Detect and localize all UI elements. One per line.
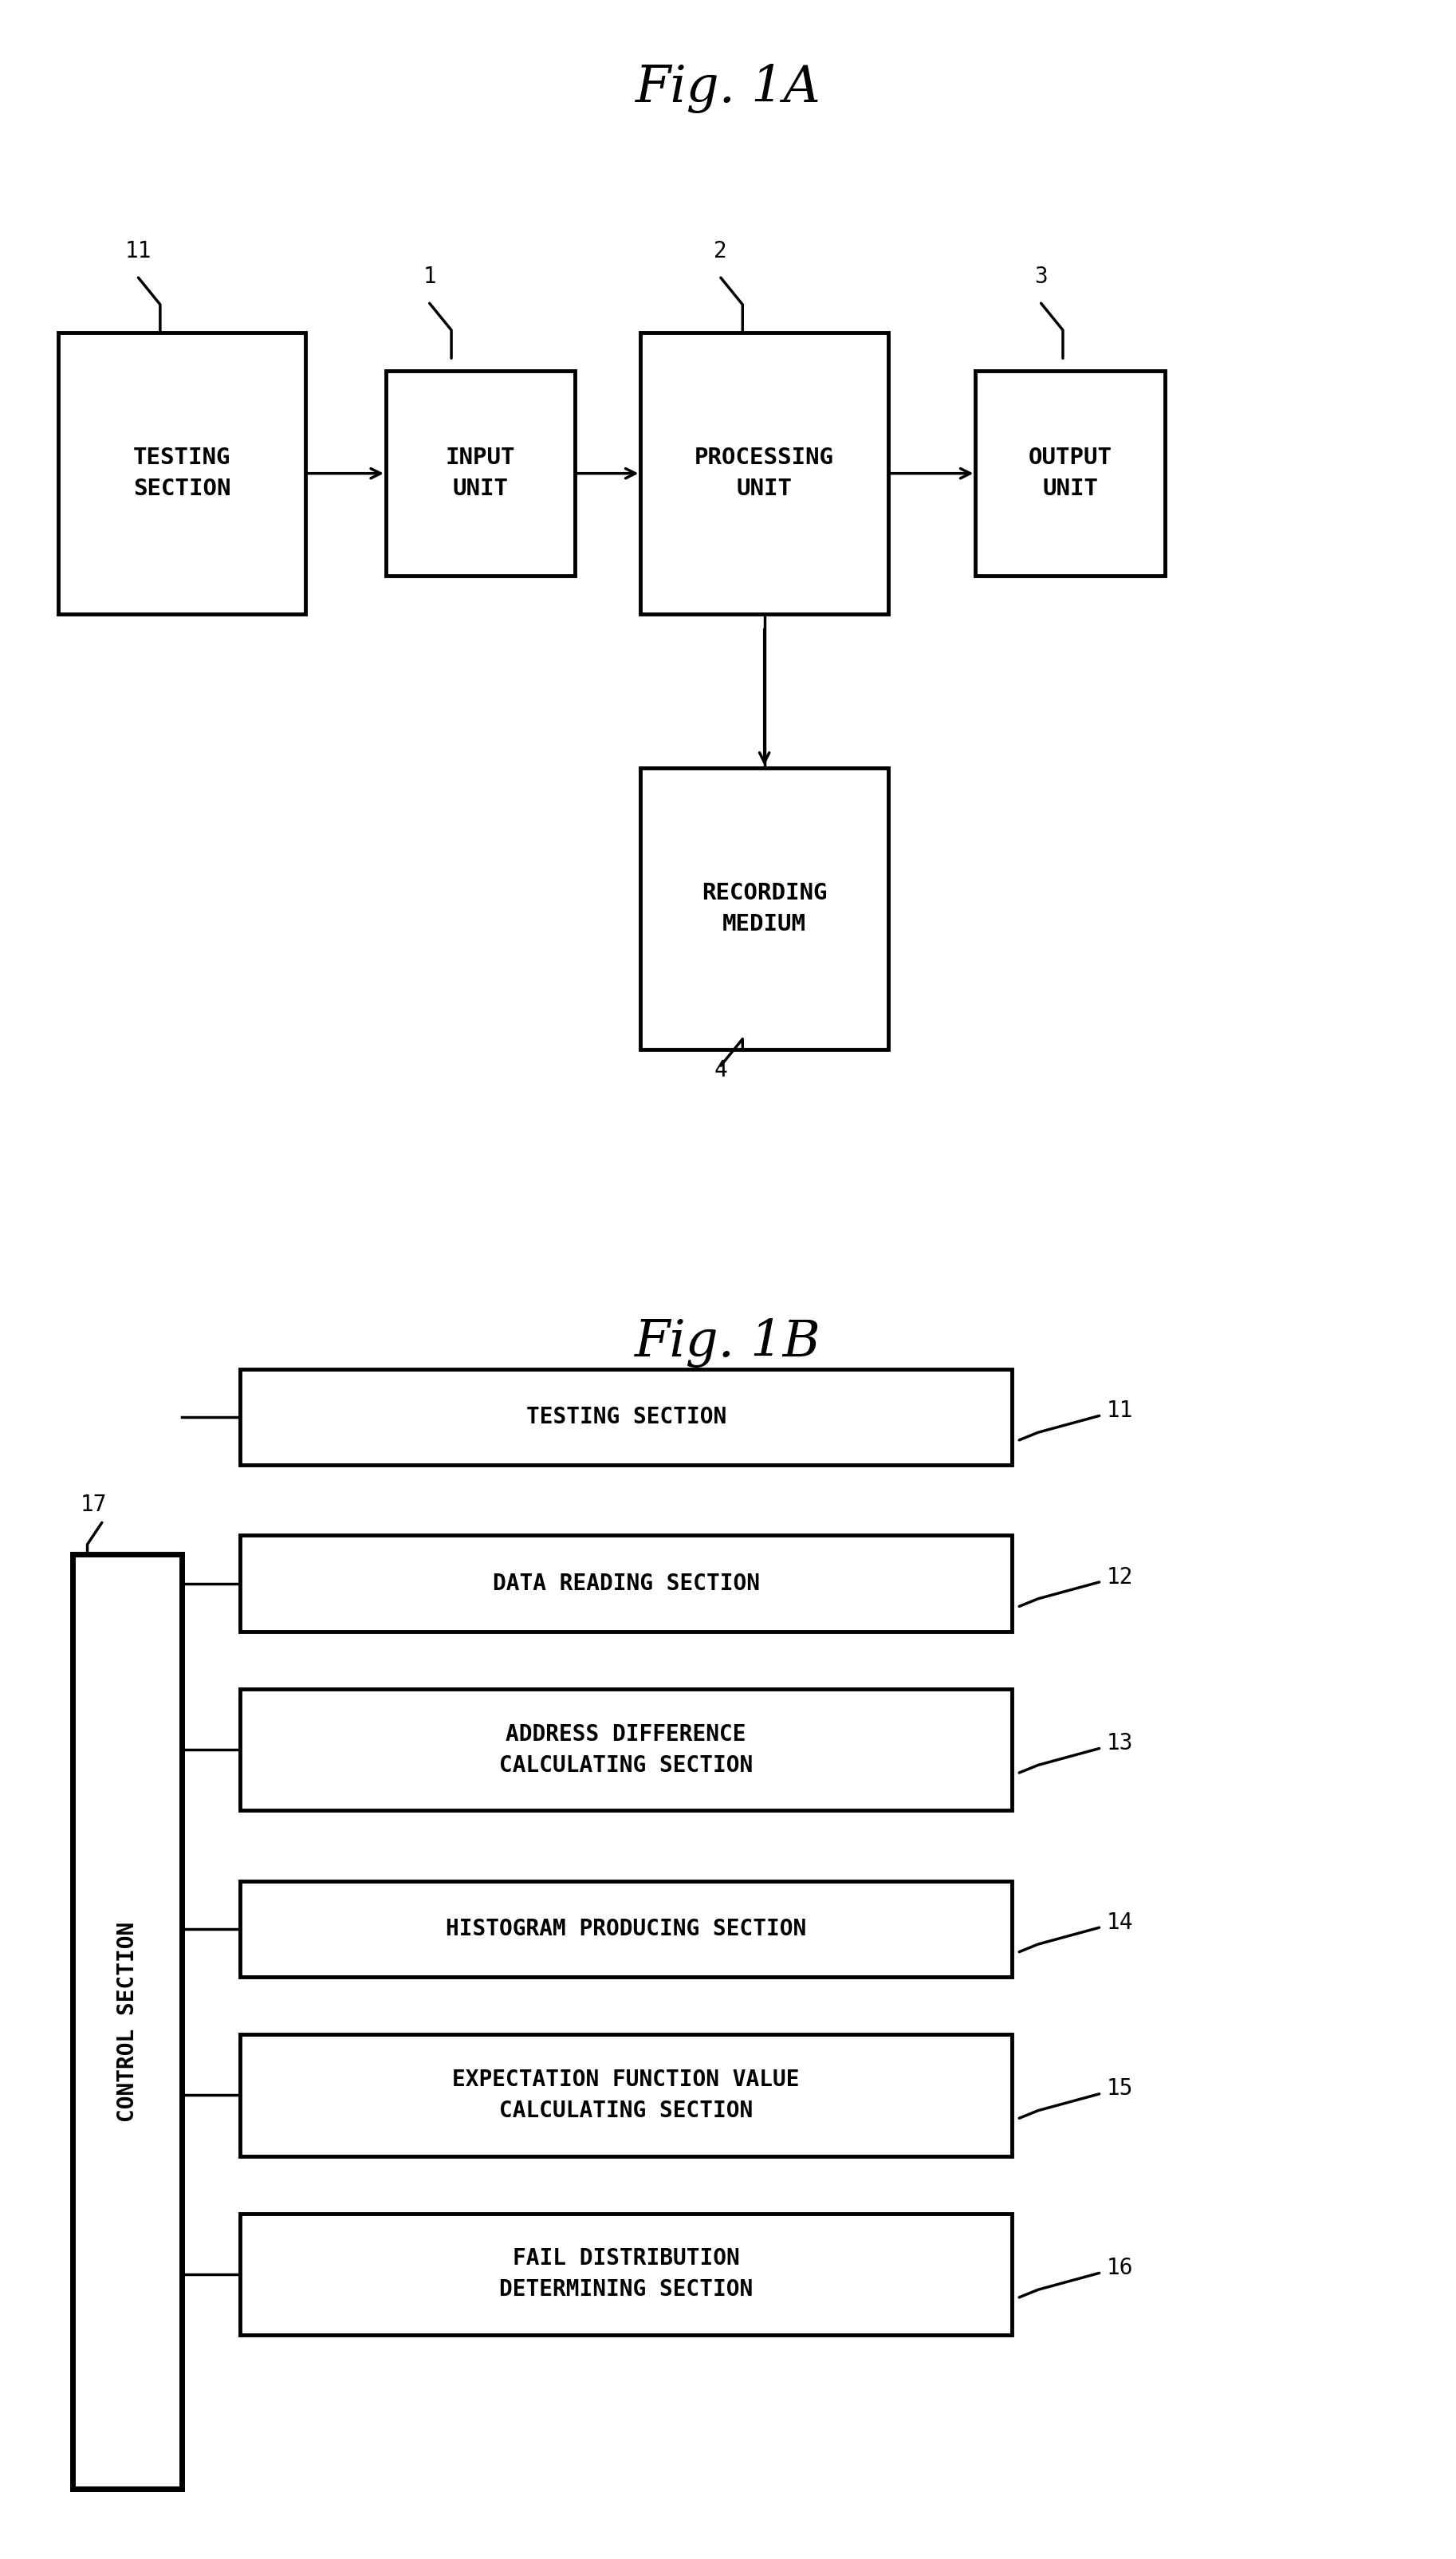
Text: 15: 15 [1107,2078,1133,2101]
Text: FAIL DISTRIBUTION
DETERMINING SECTION: FAIL DISTRIBUTION DETERMINING SECTION [499,2247,753,2301]
Bar [240,1881,1012,1976]
Text: TESTING
SECTION: TESTING SECTION [132,448,232,499]
Text: 13: 13 [1107,1732,1133,1755]
Text: Fig. 1A: Fig. 1A [635,64,821,113]
Bar [641,333,888,614]
Text: 12: 12 [1107,1566,1133,1589]
Text: 11: 11 [1107,1400,1133,1423]
Text: 16: 16 [1107,2257,1133,2280]
Text: DATA READING SECTION: DATA READING SECTION [492,1571,760,1594]
Bar [976,371,1165,576]
Bar [240,1369,1012,1464]
Text: Fig. 1B: Fig. 1B [635,1318,821,1367]
Text: INPUT
UNIT: INPUT UNIT [446,448,515,499]
Text: 2: 2 [713,241,728,264]
Bar [641,768,888,1049]
Bar [386,371,575,576]
Text: ADDRESS DIFFERENCE
CALCULATING SECTION: ADDRESS DIFFERENCE CALCULATING SECTION [499,1722,753,1776]
Text: 4: 4 [713,1059,728,1082]
Text: PROCESSING
UNIT: PROCESSING UNIT [695,448,834,499]
Text: EXPECTATION FUNCTION VALUE
CALCULATING SECTION: EXPECTATION FUNCTION VALUE CALCULATING S… [453,2068,799,2121]
Text: CONTROL SECTION: CONTROL SECTION [116,1922,138,2121]
Bar [240,2214,1012,2334]
Text: HISTOGRAM PRODUCING SECTION: HISTOGRAM PRODUCING SECTION [446,1917,807,1940]
Text: OUTPUT
UNIT: OUTPUT UNIT [1028,448,1112,499]
Text: 11: 11 [125,241,151,264]
Text: TESTING SECTION: TESTING SECTION [526,1405,727,1428]
Bar [240,1535,1012,1633]
Text: 3: 3 [1034,266,1048,289]
Bar [240,2034,1012,2155]
Bar [73,1556,182,2487]
Text: 17: 17 [80,1494,106,1515]
Text: 1: 1 [422,266,437,289]
Text: RECORDING
MEDIUM: RECORDING MEDIUM [702,883,827,934]
Bar [58,333,306,614]
Bar [240,1689,1012,1812]
Text: 14: 14 [1107,1912,1133,1935]
